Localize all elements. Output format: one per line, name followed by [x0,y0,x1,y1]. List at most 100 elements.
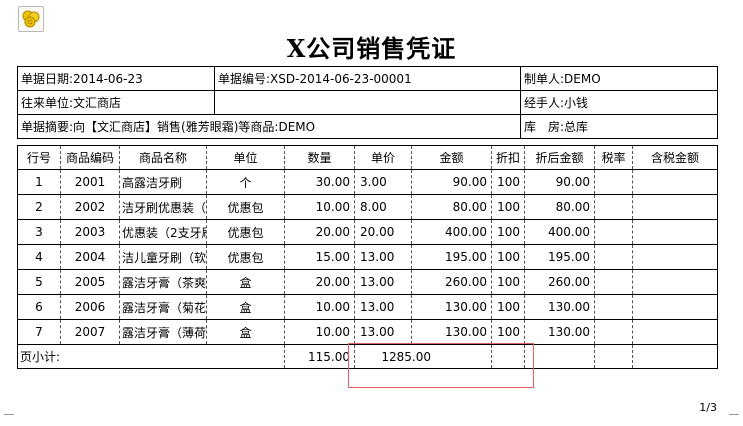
amount-with-tax-cell [632,319,718,345]
col-header: 商品名称 [119,145,207,170]
tax-rate-cell [594,219,633,245]
discounted-amount-cell: 90.00 [524,169,595,195]
subtotal-quantity: 115.00 [284,344,355,369]
unit-cell: 盒 [206,269,285,295]
row-number-cell: 2 [17,194,61,220]
amount-with-tax-cell [632,194,718,220]
doc-number-cell: 单据编号:XSD-2014-06-23-00001 [214,66,521,91]
row-number-cell: 5 [17,269,61,295]
summary-value: 向【文汇商店】销售(雅芳眼霜)等商品:DEMO [73,120,316,134]
product-code-cell: 2001 [60,169,120,195]
discount-cell: 100 [491,269,525,295]
table-row: 7 2007 露洁牙膏（薄荷盒 10.00 13.00 130.00 100 130.00 [17,319,718,345]
quantity-cell: 10.00 [284,319,355,345]
unit-price-cell: 8.00 [354,194,412,220]
product-code-cell: 2005 [60,269,120,295]
unit-price-cell: 13.00 [354,319,412,345]
quantity-cell: 10.00 [284,194,355,220]
quantity-cell: 10.00 [284,294,355,320]
amount-cell: 90.00 [411,169,492,195]
summary-cell: 单据摘要:向【文汇商店】销售(雅芳眼霜)等商品:DEMO [17,114,521,139]
tax-rate-cell [594,169,633,195]
row-number-cell: 3 [17,219,61,245]
discount-cell: 100 [491,219,525,245]
discounted-amount-cell: 130.00 [524,319,595,345]
tax-rate-cell [594,244,633,270]
table-row: 5 2005 露洁牙膏（茶爽盒 20.00 13.00 260.00 100 260.00 [17,269,718,295]
row-number-cell: 1 [17,169,61,195]
subtotal-cell [632,344,718,369]
doc-date-value: 2014-06-23 [73,72,143,86]
discount-cell: 100 [491,294,525,320]
amount-with-tax-cell [632,169,718,195]
col-header: 含税金额 [632,145,718,170]
unit-cell: 优惠包 [206,219,285,245]
product-code-cell: 2007 [60,319,120,345]
subtotal-cell [491,344,525,369]
voucher-header: 单据日期:2014-06-23 单据编号:XSD-2014-06-23-0000… [17,66,718,139]
unit-cell: 盒 [206,319,285,345]
product-code-cell: 2003 [60,219,120,245]
empty-cell [214,90,521,115]
col-header: 单位 [206,145,285,170]
product-code-cell: 2004 [60,244,120,270]
row-number-cell: 4 [17,244,61,270]
discounted-amount-cell: 130.00 [524,294,595,320]
discounted-amount-cell: 260.00 [524,269,595,295]
page-number: 1/3 [699,401,717,414]
table-row: 2 2002 洁牙刷优惠装（3 优惠包 10.00 8.00 80.00 100 80.00 [17,194,718,220]
quantity-cell: 15.00 [284,244,355,270]
col-header: 税率 [594,145,633,170]
subtotal-row: 页小计: 115.00 1285.00 [17,344,718,369]
discount-cell: 100 [491,244,525,270]
col-header: 单价 [354,145,412,170]
document-title: X公司销售凭证 [286,34,457,63]
product-name-cell: 露洁牙膏（茶爽 [119,269,207,295]
col-header: 折扣 [491,145,525,170]
amount-cell: 260.00 [411,269,492,295]
product-name-cell: 优惠装（2支牙刷 [119,219,207,245]
row-number-cell: 6 [17,294,61,320]
col-header: 行号 [17,145,61,170]
discounted-amount-cell: 400.00 [524,219,595,245]
partner-value: 文汇商店 [73,96,122,110]
product-name-cell: 洁儿童牙刷（软 [119,244,207,270]
unit-price-cell: 3.00 [354,169,412,195]
amount-cell: 130.00 [411,294,492,320]
amount-cell: 400.00 [411,219,492,245]
amount-cell: 80.00 [411,194,492,220]
amount-with-tax-cell [632,219,718,245]
warehouse-cell: 库 房:总库 [520,114,718,139]
product-name-cell: 露洁牙膏（菊花 [119,294,207,320]
table-row: 4 2004 洁儿童牙刷（软 优惠包 15.00 13.00 195.00 100 195.00 [17,244,718,270]
subtotal-label: 页小计: [17,344,285,369]
tax-rate-cell [594,319,633,345]
subtotal-cell [594,344,633,369]
subtotal-amount: 1285.00 [354,344,492,369]
amount-with-tax-cell [632,244,718,270]
tax-rate-cell [594,194,633,220]
discount-cell: 100 [491,319,525,345]
tax-rate-cell [594,269,633,295]
unit-price-cell: 13.00 [354,244,412,270]
coins-logo-icon [18,6,44,32]
discounted-amount-cell: 80.00 [524,194,595,220]
handler-cell: 经手人:小钱 [520,90,718,115]
discount-cell: 100 [491,194,525,220]
product-code-cell: 2006 [60,294,120,320]
quantity-cell: 20.00 [284,219,355,245]
row-number-cell: 7 [17,319,61,345]
discounted-amount-cell: 195.00 [524,244,595,270]
tax-rate-cell [594,294,633,320]
table-row: 3 2003 优惠装（2支牙刷 优惠包 20.00 20.00 400.00 100 400.0… [17,219,718,245]
doc-number-value: XSD-2014-06-23-00001 [270,72,412,86]
unit-cell: 优惠包 [206,244,285,270]
line-items-table: 行号 商品编码 商品名称 单位 数量 单价 金额 折扣 折后金额 税率 含税金额… [17,145,718,369]
unit-cell: 个 [206,169,285,195]
page-corner-mark [4,414,14,415]
product-name-cell: 高露洁牙刷 [119,169,207,195]
product-name-cell: 露洁牙膏（薄荷 [119,319,207,345]
col-header: 数量 [284,145,355,170]
discount-cell: 100 [491,169,525,195]
amount-cell: 130.00 [411,319,492,345]
